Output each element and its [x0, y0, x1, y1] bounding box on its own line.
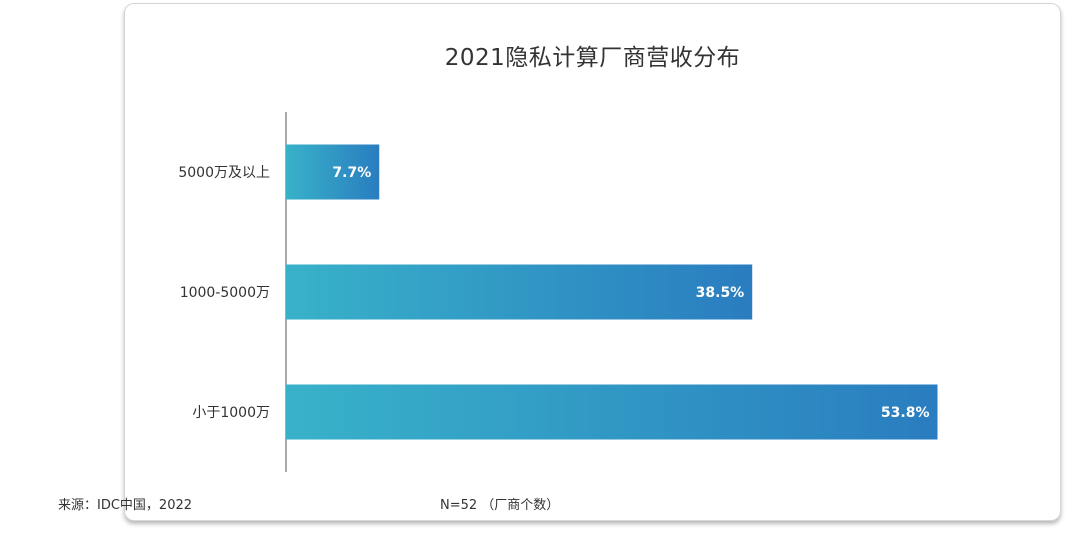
- category-label-1: 5000万及以上: [178, 165, 270, 181]
- value-label-1: 7.7%: [332, 165, 371, 181]
- value-label-3: 53.8%: [881, 405, 930, 421]
- bar-3: [286, 384, 938, 440]
- category-label-2: 1000-5000万: [180, 285, 270, 301]
- chart-title: 2021隐私计算厂商营收分布: [444, 45, 741, 71]
- value-label-2: 38.5%: [696, 285, 745, 301]
- bar-2: [286, 264, 753, 320]
- bar-1: [286, 144, 380, 200]
- category-label-3: 小于1000万: [192, 405, 270, 421]
- source-note: 来源：IDC中国，2022: [58, 498, 193, 513]
- sample-size-note: N=52 （厂商个数）: [440, 498, 560, 513]
